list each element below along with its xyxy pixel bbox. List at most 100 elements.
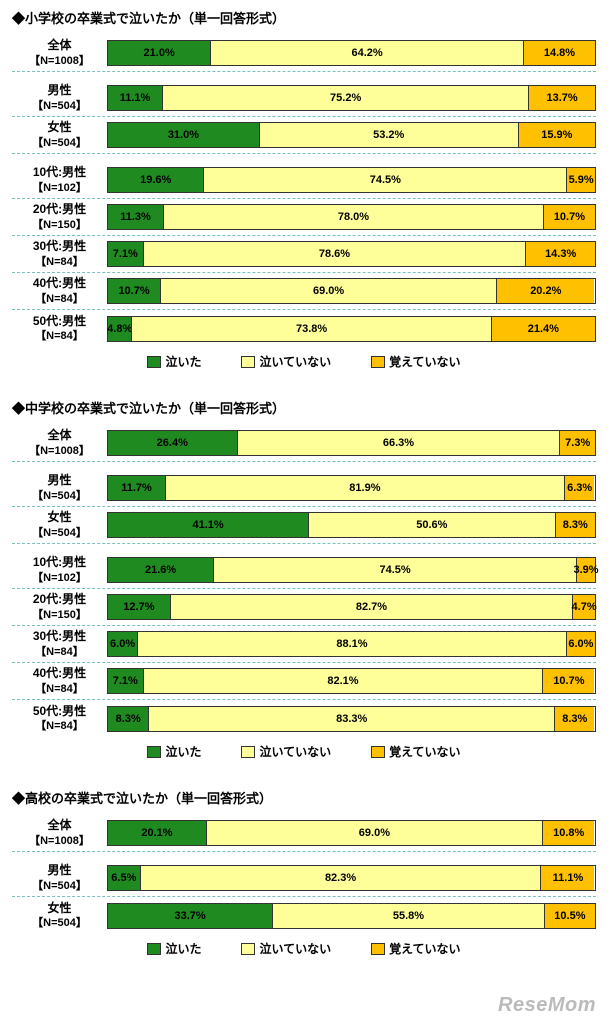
chart-row: 50代:男性【N=84】4.8%73.8%21.4%: [12, 310, 596, 347]
legend-swatch: [241, 746, 255, 758]
bar-segment: 6.0%: [566, 632, 595, 656]
legend-item: 泣いていない: [241, 743, 331, 760]
bar-segment: 15.9%: [518, 123, 595, 147]
row-label: 40代:男性【N=84】: [12, 664, 107, 698]
chart-row: 全体【N=1008】21.0%64.2%14.8%: [12, 35, 596, 72]
row-label: 女性【N=504】: [12, 508, 107, 542]
legend-swatch: [147, 356, 161, 368]
bar-segment: 75.2%: [162, 86, 528, 110]
bar-segment: 10.5%: [544, 904, 595, 928]
bar-segment: 21.6%: [108, 558, 213, 582]
row-label: 30代:男性【N=84】: [12, 627, 107, 661]
row-label: 40代:男性【N=84】: [12, 274, 107, 308]
bar-segment: 69.0%: [206, 821, 542, 845]
stacked-bar: 10.7%69.0%20.2%: [107, 278, 596, 304]
bar-segment: 74.5%: [203, 168, 566, 192]
chart-row: 50代:男性【N=84】8.3%83.3%8.3%: [12, 700, 596, 737]
legend-item: 泣いた: [147, 940, 201, 957]
chart-row: 10代:男性【N=102】19.6%74.5%5.9%: [12, 162, 596, 199]
legend-label: 覚えていない: [389, 743, 460, 760]
bar-segment: 88.1%: [137, 632, 566, 656]
bar-segment: 6.0%: [108, 632, 137, 656]
row-label: 女性【N=504】: [12, 118, 107, 152]
stacked-bar: 11.3%78.0%10.7%: [107, 204, 596, 230]
stacked-bar: 26.4%66.3%7.3%: [107, 430, 596, 456]
legend-swatch: [147, 943, 161, 955]
stacked-bar: 33.7%55.8%10.5%: [107, 903, 596, 929]
legend-item: 覚えていない: [371, 353, 460, 370]
bar-segment: 10.7%: [543, 205, 595, 229]
stacked-bar: 41.1%50.6%8.3%: [107, 512, 596, 538]
legend-swatch: [371, 746, 385, 758]
stacked-bar: 6.5%82.3%11.1%: [107, 865, 596, 891]
chart-rows: 全体【N=1008】21.0%64.2%14.8% 男性【N=504】11.1%7…: [12, 35, 596, 347]
stacked-bar: 8.3%83.3%8.3%: [107, 706, 596, 732]
chart-row: 男性【N=504】6.5%82.3%11.1%: [12, 860, 596, 897]
bar-segment: 33.7%: [108, 904, 272, 928]
legend-swatch: [241, 356, 255, 368]
bar-segment: 4.7%: [572, 595, 595, 619]
bar-segment: 78.0%: [163, 205, 543, 229]
bar-segment: 74.5%: [213, 558, 576, 582]
bar-segment: 4.8%: [108, 317, 131, 341]
chart-row: 20代:男性【N=150】11.3%78.0%10.7%: [12, 199, 596, 236]
stacked-bar: 19.6%74.5%5.9%: [107, 167, 596, 193]
chart-title: ◆高校の卒業式で泣いたか（単一回答形式）: [12, 788, 596, 807]
legend-item: 覚えていない: [371, 743, 460, 760]
bar-segment: 8.3%: [554, 707, 594, 731]
legend: 泣いた 泣いていない 覚えていない: [12, 940, 596, 957]
bar-segment: 11.3%: [108, 205, 163, 229]
bar-segment: 8.3%: [108, 707, 148, 731]
chart-title: ◆中学校の卒業式で泣いたか（単一回答形式）: [12, 398, 596, 417]
stacked-bar: 21.6%74.5%3.9%: [107, 557, 596, 583]
chart-row: 男性【N=504】11.1%75.2%13.7%: [12, 80, 596, 117]
stacked-bar: 21.0%64.2%14.8%: [107, 40, 596, 66]
bar-segment: 10.7%: [542, 669, 594, 693]
legend: 泣いた 泣いていない 覚えていない: [12, 743, 596, 760]
bar-segment: 11.1%: [540, 866, 594, 890]
row-label: 全体【N=1008】: [12, 816, 107, 850]
bar-segment: 10.8%: [542, 821, 595, 845]
bar-segment: 21.4%: [491, 317, 595, 341]
bar-segment: 12.7%: [108, 595, 170, 619]
chart-row: 30代:男性【N=84】7.1%78.6%14.3%: [12, 236, 596, 273]
bar-segment: 21.0%: [108, 41, 210, 65]
bar-segment: 55.8%: [272, 904, 544, 928]
legend-label: 泣いた: [165, 743, 201, 760]
row-label: 男性【N=504】: [12, 471, 107, 505]
chart-row: 男性【N=504】11.7%81.9%6.3%: [12, 470, 596, 507]
watermark: ReseMom: [498, 994, 596, 1017]
bar-segment: 69.0%: [160, 279, 496, 303]
row-label: 全体【N=1008】: [12, 36, 107, 70]
legend-label: 泣いた: [165, 940, 201, 957]
row-label: 10代:男性【N=102】: [12, 163, 107, 197]
bar-segment: 6.3%: [564, 476, 595, 500]
bar-segment: 82.3%: [140, 866, 541, 890]
chart-row: 10代:男性【N=102】21.6%74.5%3.9%: [12, 552, 596, 589]
bar-segment: 5.9%: [566, 168, 595, 192]
chart-block: ◆高校の卒業式で泣いたか（単一回答形式） 全体【N=1008】20.1%69.0%…: [12, 788, 596, 957]
bar-segment: 14.3%: [525, 242, 595, 266]
legend-item: 泣いていない: [241, 940, 331, 957]
stacked-bar: 4.8%73.8%21.4%: [107, 316, 596, 342]
legend-label: 覚えていない: [389, 940, 460, 957]
bar-segment: 31.0%: [108, 123, 259, 147]
charts-container: ◆小学校の卒業式で泣いたか（単一回答形式）全体【N=1008】21.0%64.2…: [12, 8, 596, 957]
chart-row: 20代:男性【N=150】12.7%82.7%4.7%: [12, 589, 596, 626]
bar-segment: 83.3%: [148, 707, 554, 731]
chart-row: 全体【N=1008】20.1%69.0%10.8%: [12, 815, 596, 852]
chart-block: ◆中学校の卒業式で泣いたか（単一回答形式） 全体【N=1008】26.4%66.3…: [12, 398, 596, 760]
row-label: 男性【N=504】: [12, 861, 107, 895]
bar-segment: 73.8%: [131, 317, 490, 341]
legend-swatch: [371, 356, 385, 368]
legend-item: 泣いた: [147, 353, 201, 370]
legend-label: 泣いた: [165, 353, 201, 370]
bar-segment: 13.7%: [528, 86, 595, 110]
row-label: 30代:男性【N=84】: [12, 237, 107, 271]
row-label: 50代:男性【N=84】: [12, 702, 107, 736]
legend-swatch: [147, 746, 161, 758]
bar-segment: 10.7%: [108, 279, 160, 303]
bar-segment: 64.2%: [210, 41, 523, 65]
row-label: 全体【N=1008】: [12, 426, 107, 460]
chart-rows: 全体【N=1008】20.1%69.0%10.8% 男性【N=504】6.5%82…: [12, 815, 596, 934]
